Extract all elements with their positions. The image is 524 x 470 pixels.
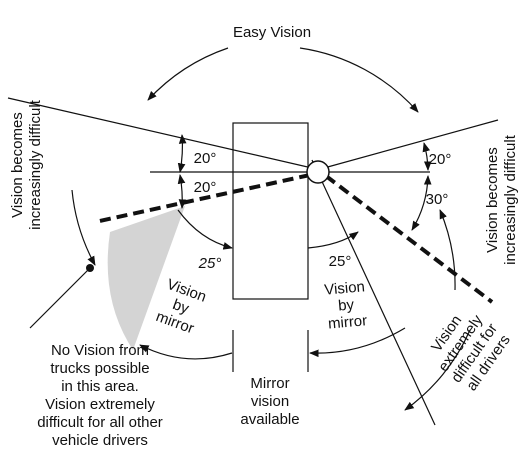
label: trucks possible	[50, 360, 149, 377]
right-mirror: Vision by mirror	[324, 278, 368, 332]
angle-arc	[177, 174, 187, 209]
angle-arc	[422, 142, 432, 171]
arc	[404, 329, 471, 411]
label: vision	[251, 393, 289, 410]
line	[311, 159, 436, 426]
label: No Vision from	[51, 342, 149, 359]
shapes	[7, 47, 499, 426]
angle-arc	[177, 209, 233, 250]
dashed-line	[324, 174, 494, 304]
angle-label: 30°	[426, 191, 449, 208]
dashed-line	[94, 173, 311, 224]
line	[323, 119, 499, 169]
label: Vision	[324, 278, 366, 298]
arc	[439, 209, 456, 291]
angle-arc	[411, 175, 432, 231]
label: Vision becomes	[9, 112, 26, 218]
label: by	[170, 296, 191, 318]
arc	[147, 47, 229, 101]
arc	[71, 189, 96, 266]
label: vehicle drivers	[52, 432, 148, 449]
label: Easy Vision	[233, 24, 311, 41]
angle-label: 25°	[198, 255, 222, 272]
labels: Easy Vision Vision becomes increasingly …	[9, 24, 519, 449]
angle-label: 25°	[329, 253, 352, 270]
driver	[306, 160, 330, 184]
label: difficult for all other	[37, 414, 163, 431]
no-vision-area	[107, 206, 185, 350]
arc	[309, 327, 406, 358]
angle-label: 20°	[194, 150, 217, 167]
extremely-difficult: Vision extremely difficult for all drive…	[428, 311, 514, 394]
label: increasingly difficult	[502, 134, 519, 265]
label: increasingly difficult	[27, 99, 44, 230]
label: mirror	[327, 312, 367, 332]
truck	[232, 122, 309, 300]
arc	[139, 344, 233, 360]
angle-label: 20°	[429, 151, 452, 168]
angle-arc	[177, 134, 187, 173]
line	[7, 97, 313, 169]
label: Vision becomes	[484, 147, 501, 253]
angle-arc	[307, 231, 359, 249]
label: available	[240, 411, 299, 428]
label: Mirror	[250, 375, 289, 392]
left-mirror: Vision by mirror	[154, 276, 209, 338]
pointer	[29, 267, 91, 329]
label: in this area.	[61, 378, 139, 395]
label: Vision extremely	[45, 396, 155, 413]
label: by	[337, 296, 355, 314]
angle-label: 20°	[194, 179, 217, 196]
arc	[299, 47, 419, 113]
